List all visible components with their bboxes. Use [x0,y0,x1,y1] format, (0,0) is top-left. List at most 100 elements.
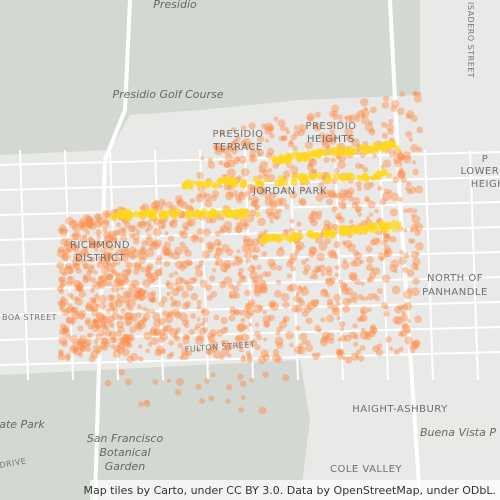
dot [202,316,209,323]
dot [331,304,339,313]
dot [240,275,246,280]
dot [164,324,173,333]
dot [298,343,304,349]
dot [122,333,128,340]
dot [256,274,263,281]
dot [143,400,151,408]
dot [398,331,404,337]
dot [247,244,257,253]
dot [324,334,330,341]
dot [112,349,122,359]
dot [117,279,125,287]
dot [200,156,205,161]
dot [212,183,219,190]
dot [122,340,130,348]
dot [269,201,278,210]
dot [352,197,361,206]
dot [265,207,274,217]
dot [379,198,387,206]
dot [189,197,196,204]
dot [361,114,366,119]
dot [269,133,275,139]
dot [394,305,403,314]
dot [198,327,207,336]
dot [140,266,146,273]
dot [267,125,275,132]
dot [241,244,251,253]
dot [316,252,326,262]
dot [246,353,253,360]
dot [93,293,100,300]
dot [180,201,189,209]
street-label: ISADERO STREET [466,2,475,78]
dot [101,210,110,219]
dot [120,337,127,344]
dot [88,222,97,231]
dot [322,148,328,155]
dot [384,233,391,240]
dot [280,135,287,142]
dot [133,238,140,245]
dot [89,287,96,294]
dot [391,99,400,108]
dot [163,260,171,267]
dot [201,250,211,259]
dot [290,173,298,181]
dot [58,276,64,283]
dot [298,197,306,206]
dot [320,271,326,277]
dot [289,190,298,199]
dot [288,257,296,265]
dot [340,334,347,342]
dot [333,294,341,302]
dot [155,269,163,277]
dot [131,248,141,258]
dot [276,326,283,333]
dot [381,274,391,283]
dot [262,271,269,278]
dot [255,211,261,218]
dot [204,283,213,291]
dot [379,256,385,262]
street [0,201,500,216]
dot [234,255,239,260]
dot [217,178,224,185]
dot [329,121,336,128]
dot [56,248,66,258]
dot [118,226,127,236]
dot [349,219,354,224]
dot [320,288,329,298]
dot [326,314,334,323]
dot [417,91,422,96]
dot [111,270,118,276]
dot [311,299,319,308]
dot [155,204,164,212]
dot [214,230,221,237]
dot [278,158,284,165]
dot [342,297,351,306]
dot [277,119,286,128]
dot [121,348,130,357]
dot [130,279,140,289]
attribution: Map tiles by Carto, under CC BY 3.0. Dat… [83,484,496,497]
dot [96,234,102,240]
dot [79,344,88,352]
dot [183,322,190,329]
dot [97,275,106,283]
dot [412,277,420,285]
dot [347,195,355,202]
dot [335,212,343,220]
dot [216,241,222,247]
dot [408,186,417,194]
dot [301,259,307,266]
dot [328,276,336,284]
dot [63,328,68,334]
dot [278,135,285,142]
dot [211,332,217,337]
dot [226,248,234,256]
dot [246,142,255,150]
dot [95,303,100,308]
dot [112,336,119,344]
dot [197,192,203,198]
dot [375,238,381,243]
